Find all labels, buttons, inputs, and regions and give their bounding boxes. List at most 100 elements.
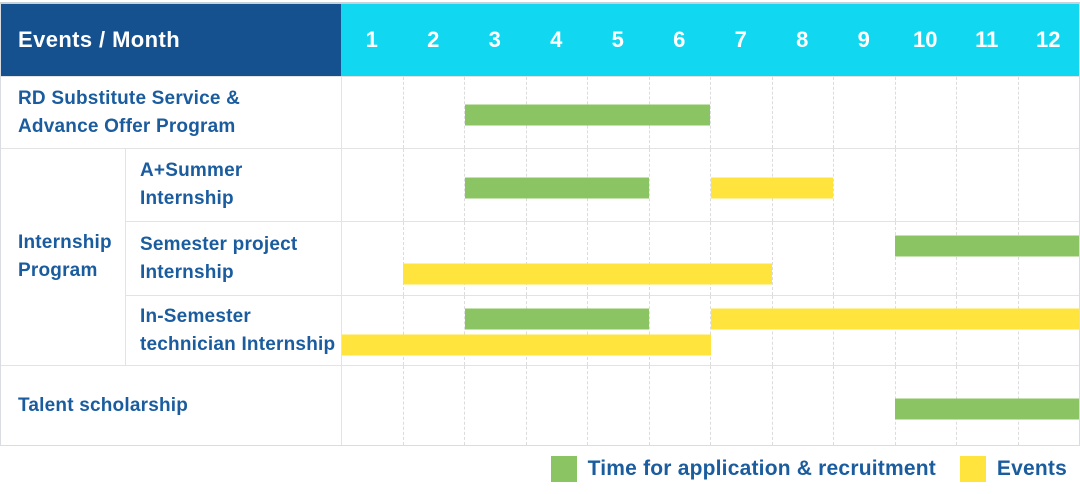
bar-application-m3-m5 xyxy=(464,177,650,199)
timeline-talent-scholarship xyxy=(341,366,1079,445)
grid-cell-month-12 xyxy=(1019,296,1080,365)
timeline-rd-substitute-service xyxy=(341,77,1079,148)
grid-cell-month-4 xyxy=(527,366,588,445)
grid-cell-month-6 xyxy=(650,296,711,365)
corner-header-label: Events / Month xyxy=(18,27,181,52)
month-header-5: 5 xyxy=(611,27,624,52)
row-a-summer-internship: A+Summer Internship xyxy=(125,149,1079,221)
timeline-a-summer-internship xyxy=(341,149,1079,221)
grid-cell-month-1 xyxy=(342,149,404,221)
grid-cell-month-9 xyxy=(834,149,896,221)
bar-application-m3-m6 xyxy=(464,104,711,126)
grid-cell-month-2 xyxy=(404,296,465,365)
grid-cell-month-6 xyxy=(650,149,711,221)
events-yellow-swatch xyxy=(959,456,986,482)
month-header-2: 2 xyxy=(427,27,440,52)
grid-cell-month-11 xyxy=(957,149,1019,221)
row-talent-scholarship: Talent scholarship xyxy=(1,365,1079,445)
legend-item-application: Time for application & recruitment xyxy=(550,456,936,482)
grid-cell-month-12 xyxy=(1019,222,1080,295)
grid-cell-month-9 xyxy=(834,296,896,365)
bar-application-m10-m12 xyxy=(894,398,1079,420)
grid-cell-month-4 xyxy=(527,222,588,295)
row-label-rd-substitute-service: RD Substitute Service & Advance Offer Pr… xyxy=(1,77,341,148)
month-grid xyxy=(342,77,1079,148)
row-label-talent-scholarship: Talent scholarship xyxy=(1,366,341,445)
grid-cell-month-3 xyxy=(465,366,527,445)
legend-item-events: Events xyxy=(959,456,1067,482)
bar-application-m3-m5 xyxy=(464,308,650,330)
bar-event-m1-m6 xyxy=(342,334,711,356)
row-label-line: Internship xyxy=(140,188,234,209)
table-header-row: Events / Month 1 2 3 4 5 6 7 8 9 10 11 12 xyxy=(1,4,1079,76)
month-header-12: 12 xyxy=(1036,27,1061,52)
events-month-table: Events / Month 1 2 3 4 5 6 7 8 9 10 11 12 RD Substi… xyxy=(0,2,1080,446)
internship-program-group: Internship Program A+Summer Internship S… xyxy=(1,148,1079,365)
month-header-3: 3 xyxy=(488,27,501,52)
row-label-a-summer-internship: A+Summer Internship xyxy=(125,149,341,221)
row-label-line: Talent scholarship xyxy=(18,394,189,416)
legend: Time for application & recruitment Event… xyxy=(0,444,1080,494)
bar-event-m7-m8 xyxy=(710,177,834,199)
grid-cell-month-3 xyxy=(465,296,527,365)
grid-cell-month-4 xyxy=(527,296,588,365)
month-header-row: 1 2 3 4 5 6 7 8 9 10 11 12 xyxy=(341,4,1079,76)
grid-cell-month-2 xyxy=(404,366,465,445)
grid-cell-month-8 xyxy=(773,149,834,221)
application-green-swatch xyxy=(550,456,577,482)
internship-program-subrows: A+Summer Internship Semester project Int… xyxy=(125,149,1079,365)
grid-cell-month-8 xyxy=(773,77,834,148)
grid-cell-month-8 xyxy=(773,222,834,295)
group-label-line: Program xyxy=(18,260,98,281)
grid-cell-month-6 xyxy=(650,222,711,295)
grid-cell-month-1 xyxy=(342,366,404,445)
grid-cell-month-2 xyxy=(404,149,465,221)
grid-cell-month-7 xyxy=(711,222,773,295)
grid-cell-month-6 xyxy=(650,366,711,445)
bar-event-m2-m7 xyxy=(403,263,772,285)
grid-cell-month-10 xyxy=(896,296,957,365)
grid-cell-month-1 xyxy=(342,222,404,295)
row-label-line: Advance Offer Program xyxy=(18,115,236,137)
grid-cell-month-6 xyxy=(650,77,711,148)
month-grid xyxy=(342,296,1079,365)
table-body: RD Substitute Service & Advance Offer Pr… xyxy=(1,76,1079,445)
timeline-in-semester-technician-internship xyxy=(341,296,1079,365)
row-label-line: A+Summer xyxy=(140,160,243,181)
row-label-line: technician Internship xyxy=(140,333,336,355)
grid-cell-month-5 xyxy=(588,296,650,365)
grid-cell-month-10 xyxy=(896,77,957,148)
bar-application-m10-m12 xyxy=(894,235,1079,257)
month-header-6: 6 xyxy=(673,27,686,52)
group-label-line: Internship xyxy=(18,232,112,253)
grid-cell-month-3 xyxy=(465,222,527,295)
row-label-line: In-Semester xyxy=(140,305,251,327)
row-label-semester-project-internship: Semester project Internship xyxy=(125,222,341,295)
grid-cell-month-11 xyxy=(957,222,1019,295)
grid-cell-month-11 xyxy=(957,296,1019,365)
month-header-10: 10 xyxy=(913,27,938,52)
month-header-1: 1 xyxy=(365,27,378,52)
grid-cell-month-7 xyxy=(711,77,773,148)
corner-header-cell: Events / Month xyxy=(1,4,341,76)
grid-cell-month-7 xyxy=(711,366,773,445)
month-header-11: 11 xyxy=(975,27,999,52)
month-header-4: 4 xyxy=(550,27,563,52)
month-header-9: 9 xyxy=(857,27,870,52)
grid-cell-month-2 xyxy=(404,222,465,295)
grid-cell-month-5 xyxy=(588,366,650,445)
grid-cell-month-11 xyxy=(957,77,1019,148)
grid-cell-month-1 xyxy=(342,296,404,365)
grid-cell-month-8 xyxy=(773,296,834,365)
grid-cell-month-8 xyxy=(773,366,834,445)
month-header-8: 8 xyxy=(796,27,809,52)
timeline-semester-project-internship xyxy=(341,222,1079,295)
row-label-line: Internship xyxy=(140,261,234,283)
row-label-line: RD Substitute Service & xyxy=(18,87,241,109)
grid-cell-month-9 xyxy=(834,222,896,295)
group-label-internship-program: Internship Program xyxy=(1,149,125,365)
grid-cell-month-7 xyxy=(711,296,773,365)
grid-cell-month-9 xyxy=(834,366,896,445)
grid-cell-month-12 xyxy=(1019,149,1080,221)
